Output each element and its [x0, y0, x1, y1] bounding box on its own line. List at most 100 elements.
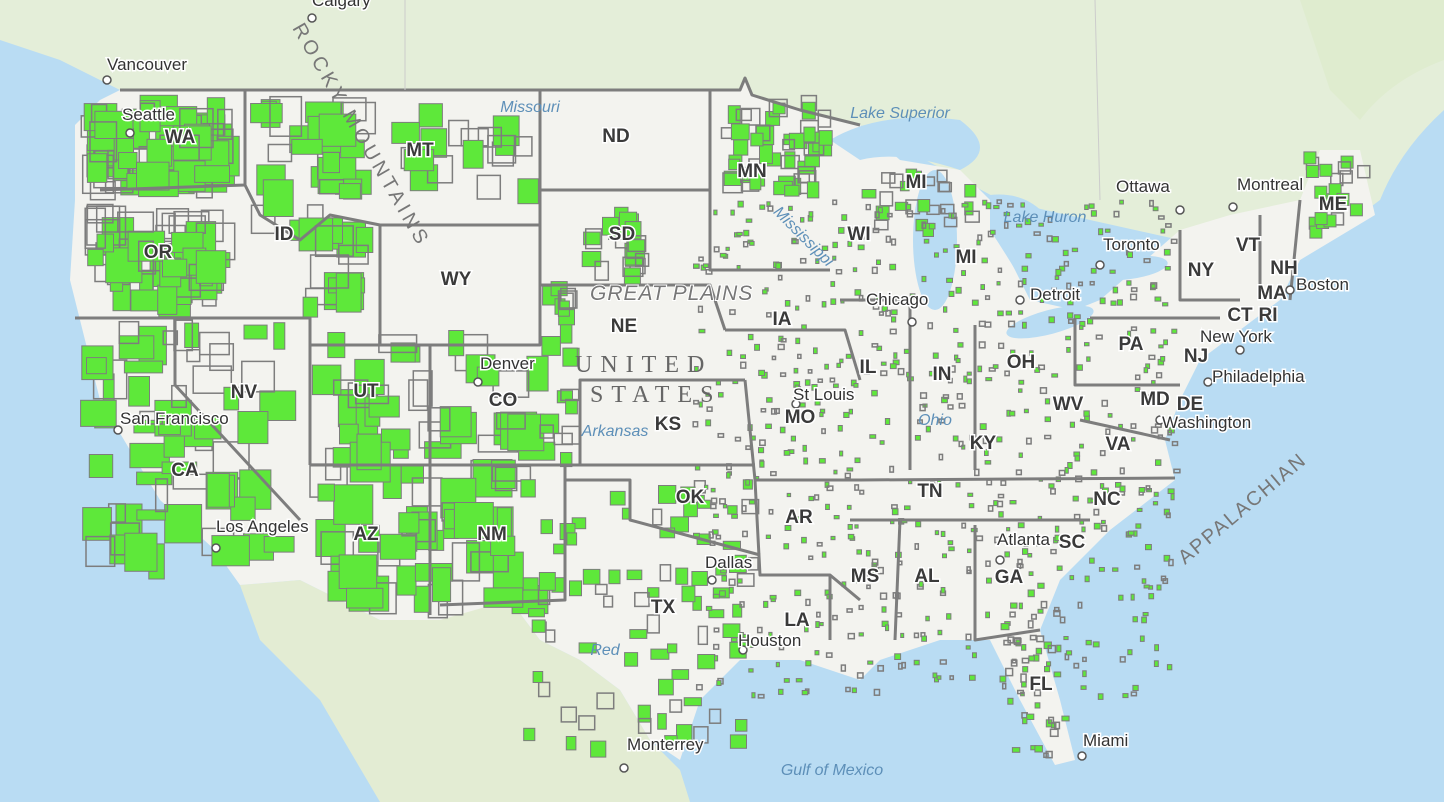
highlighted-county [821, 245, 829, 252]
highlighted-counties-layer [80, 94, 1371, 759]
highlighted-county [1025, 437, 1032, 445]
water-label: Missouri [500, 99, 560, 116]
highlighted-county [734, 436, 742, 442]
highlighted-county [859, 489, 865, 495]
highlighted-county [683, 697, 702, 707]
highlighted-county [841, 214, 848, 221]
highlighted-county [952, 435, 959, 442]
highlighted-county [729, 734, 748, 749]
highlighted-county [904, 505, 911, 511]
highlighted-county [722, 172, 744, 194]
highlighted-county [164, 504, 203, 544]
highlighted-county [1097, 693, 1104, 700]
highlighted-county [1016, 223, 1023, 228]
highlighted-county [972, 652, 977, 659]
city-marker-icon [1285, 285, 1295, 295]
highlighted-county [137, 240, 155, 272]
highlighted-county [462, 139, 484, 169]
highlighted-county [777, 274, 783, 281]
highlighted-county [1018, 452, 1023, 458]
canada-coast [1300, 0, 1444, 120]
highlighted-county [815, 258, 820, 264]
city-marker-icon [1175, 205, 1185, 215]
highlighted-county [919, 392, 928, 399]
highlighted-county [765, 423, 772, 430]
highlighted-county [1130, 326, 1138, 332]
city-label: Toronto [1103, 235, 1160, 254]
highlighted-county [1165, 512, 1171, 519]
highlighted-county [693, 399, 700, 405]
highlighted-county [806, 181, 820, 199]
highlighted-county [940, 530, 946, 538]
highlighted-county [778, 643, 785, 651]
highlighted-county [1067, 318, 1074, 324]
highlighted-county [1139, 635, 1145, 642]
city-marker-icon [307, 13, 317, 23]
highlighted-county [800, 217, 805, 223]
highlighted-county [839, 358, 844, 364]
highlighted-county [1012, 637, 1022, 644]
highlighted-county [139, 102, 156, 119]
city-marker-icon [113, 425, 123, 435]
highlighted-county [739, 601, 745, 608]
highlighted-county [796, 516, 802, 522]
highlighted-county [490, 535, 516, 557]
highlighted-county [817, 378, 824, 383]
highlighted-county [1154, 296, 1162, 302]
highlighted-county [932, 352, 939, 359]
highlighted-county [710, 497, 718, 504]
highlighted-county [757, 693, 765, 699]
highlighted-county [1051, 287, 1057, 294]
highlighted-county [775, 661, 780, 668]
highlighted-county [1048, 316, 1055, 324]
highlighted-county [735, 108, 752, 122]
state-borders [75, 76, 1302, 642]
highlighted-county [818, 458, 826, 464]
highlighted-county [626, 569, 643, 581]
state-label-ca: CA [171, 460, 199, 481]
highlighted-county [1015, 469, 1023, 476]
highlighted-county [681, 585, 696, 603]
highlighted-county [758, 447, 765, 454]
highlighted-county [262, 179, 294, 218]
highlighted-county [624, 221, 642, 240]
highlighted-county [914, 543, 920, 550]
state-label-md: MD [1140, 389, 1170, 410]
highlighted-county [1130, 691, 1138, 697]
highlighted-county [1066, 347, 1071, 353]
city-label: Dallas [705, 553, 752, 572]
state-label-tn: TN [917, 481, 942, 502]
highlighted-county [816, 541, 823, 547]
highlighted-county [1053, 606, 1060, 613]
highlighted-county [726, 349, 733, 357]
highlighted-county [749, 241, 755, 246]
highlighted-county [315, 519, 346, 557]
highlighted-county [1039, 540, 1045, 545]
highlighted-county [1033, 231, 1041, 236]
highlighted-county [1048, 483, 1055, 489]
water-label: Gulf of Mexico [781, 762, 883, 779]
state-labels: WA OR CA ID NV MT WY UT AZ CO NM ND SD NE KS OK TX MN IA MO… [142, 125, 1349, 697]
highlighted-county [1149, 199, 1154, 207]
city-marker-icon [125, 128, 135, 138]
highlighted-county [997, 493, 1005, 499]
highlighted-county [728, 586, 734, 594]
highlighted-county [813, 347, 818, 355]
state-label-or: OR [144, 242, 173, 263]
highlighted-county [1171, 440, 1179, 447]
highlighted-county [783, 450, 791, 456]
highlighted-county [1079, 325, 1084, 330]
highlighted-county [969, 434, 974, 441]
highlighted-county [713, 246, 720, 253]
highlighted-county [861, 571, 868, 577]
highlighted-county [1028, 655, 1035, 662]
highlighted-county [942, 248, 948, 253]
state-label-mo: MO [785, 407, 816, 428]
highlighted-county [697, 625, 709, 646]
highlighted-county [803, 457, 809, 465]
city-label: Montreal [1237, 175, 1303, 194]
highlighted-county [186, 348, 201, 363]
highlighted-county [157, 284, 178, 315]
highlighted-county [553, 432, 573, 446]
